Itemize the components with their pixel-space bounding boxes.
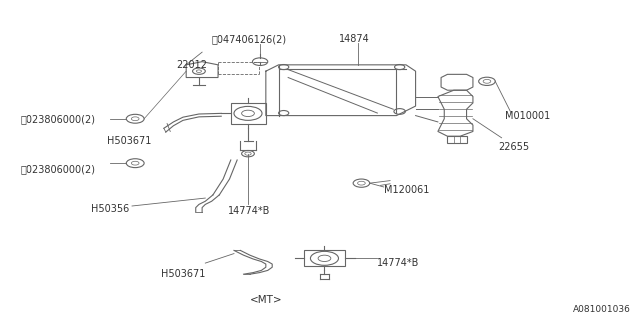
Text: H503671: H503671 <box>106 136 151 146</box>
Text: <MT>: <MT> <box>250 295 282 305</box>
Text: A081001036: A081001036 <box>573 305 631 314</box>
Text: Ⓣ047406126(2): Ⓣ047406126(2) <box>212 35 287 44</box>
Text: 22655: 22655 <box>499 142 529 152</box>
Text: 14774*B: 14774*B <box>378 258 420 268</box>
Text: 22012: 22012 <box>177 60 207 70</box>
Text: M010001: M010001 <box>505 111 550 121</box>
Text: H50356: H50356 <box>91 204 129 214</box>
Text: H503671: H503671 <box>161 269 205 279</box>
Text: 14774*B: 14774*B <box>228 206 270 216</box>
Text: ⓝ023806000(2): ⓝ023806000(2) <box>20 164 95 174</box>
Text: 14874: 14874 <box>339 35 370 44</box>
Text: ⓝ023806000(2): ⓝ023806000(2) <box>20 114 95 124</box>
Text: M120061: M120061 <box>384 185 429 195</box>
